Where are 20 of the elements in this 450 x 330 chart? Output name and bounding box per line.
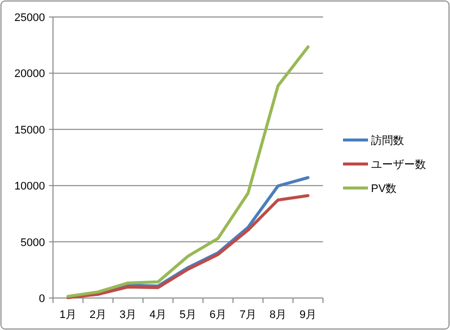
y-tick-label: 5000 — [20, 236, 45, 249]
x-tick-label: 1月 — [59, 309, 77, 321]
y-tick-label: 20000 — [14, 68, 45, 80]
x-tick-label: 6月 — [209, 309, 227, 321]
y-tick-label: 10000 — [14, 180, 45, 193]
legend-label: ユーザー数 — [371, 159, 426, 171]
legend-label: PV数 — [371, 183, 397, 195]
y-tick-label: 25000 — [14, 12, 45, 24]
y-tick-label: 15000 — [14, 124, 45, 136]
x-tick-label: 3月 — [119, 309, 137, 321]
x-tick-label: 9月 — [299, 309, 317, 321]
x-tick-label: 7月 — [239, 309, 257, 321]
y-tick-label: 0 — [38, 293, 45, 305]
line-series — [66, 45, 310, 298]
legend-label: 訪問数 — [371, 134, 404, 147]
x-tick-label: 8月 — [269, 309, 287, 321]
x-tick-label: 4月 — [149, 309, 167, 321]
x-tick-label: 2月 — [89, 309, 107, 321]
x-tick-label: 5月 — [179, 309, 197, 321]
line-series — [66, 194, 310, 300]
